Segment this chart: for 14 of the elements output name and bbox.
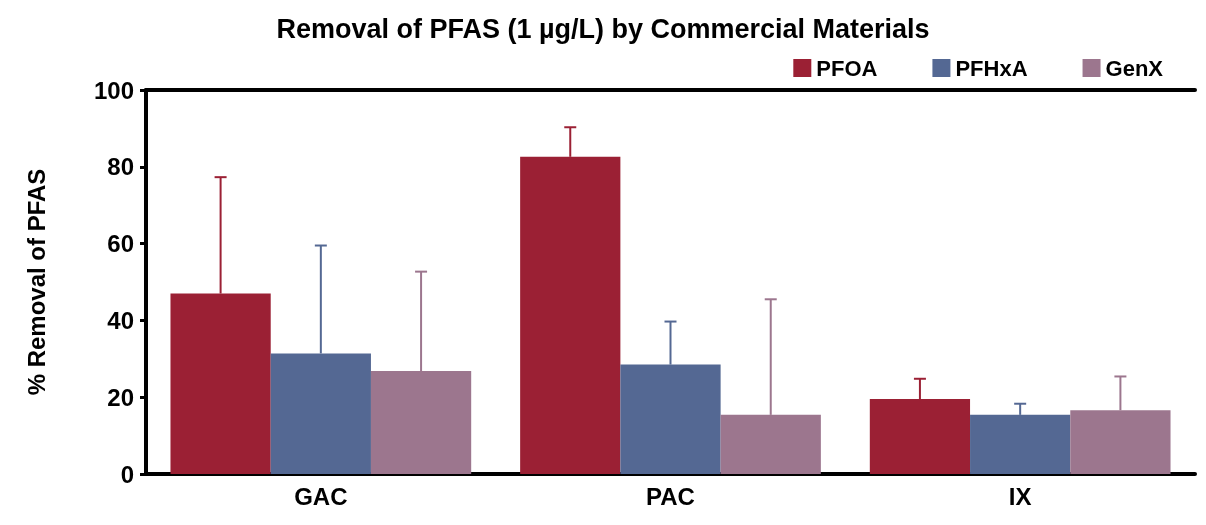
legend-label: PFHxA [955, 55, 1028, 81]
y-tick-label: 60 [107, 230, 134, 258]
chart-title: Removal of PFAS (1 µg/L) by Commercial Materials [276, 13, 930, 44]
y-tick-label: 0 [120, 460, 134, 488]
legend-label: GenX [1105, 55, 1164, 81]
x-tick-label: GAC [294, 482, 348, 510]
y-tick-label: 20 [107, 383, 134, 411]
y-tick-label: 80 [107, 153, 134, 181]
y-axis-title: % Removal of PFAS [22, 168, 50, 396]
y-tick-label: 40 [107, 306, 134, 334]
x-tick-label: IX [1008, 482, 1032, 510]
legend-label: PFOA [816, 55, 878, 81]
x-tick-label: PAC [646, 482, 695, 510]
y-tick-label: 100 [93, 76, 134, 104]
